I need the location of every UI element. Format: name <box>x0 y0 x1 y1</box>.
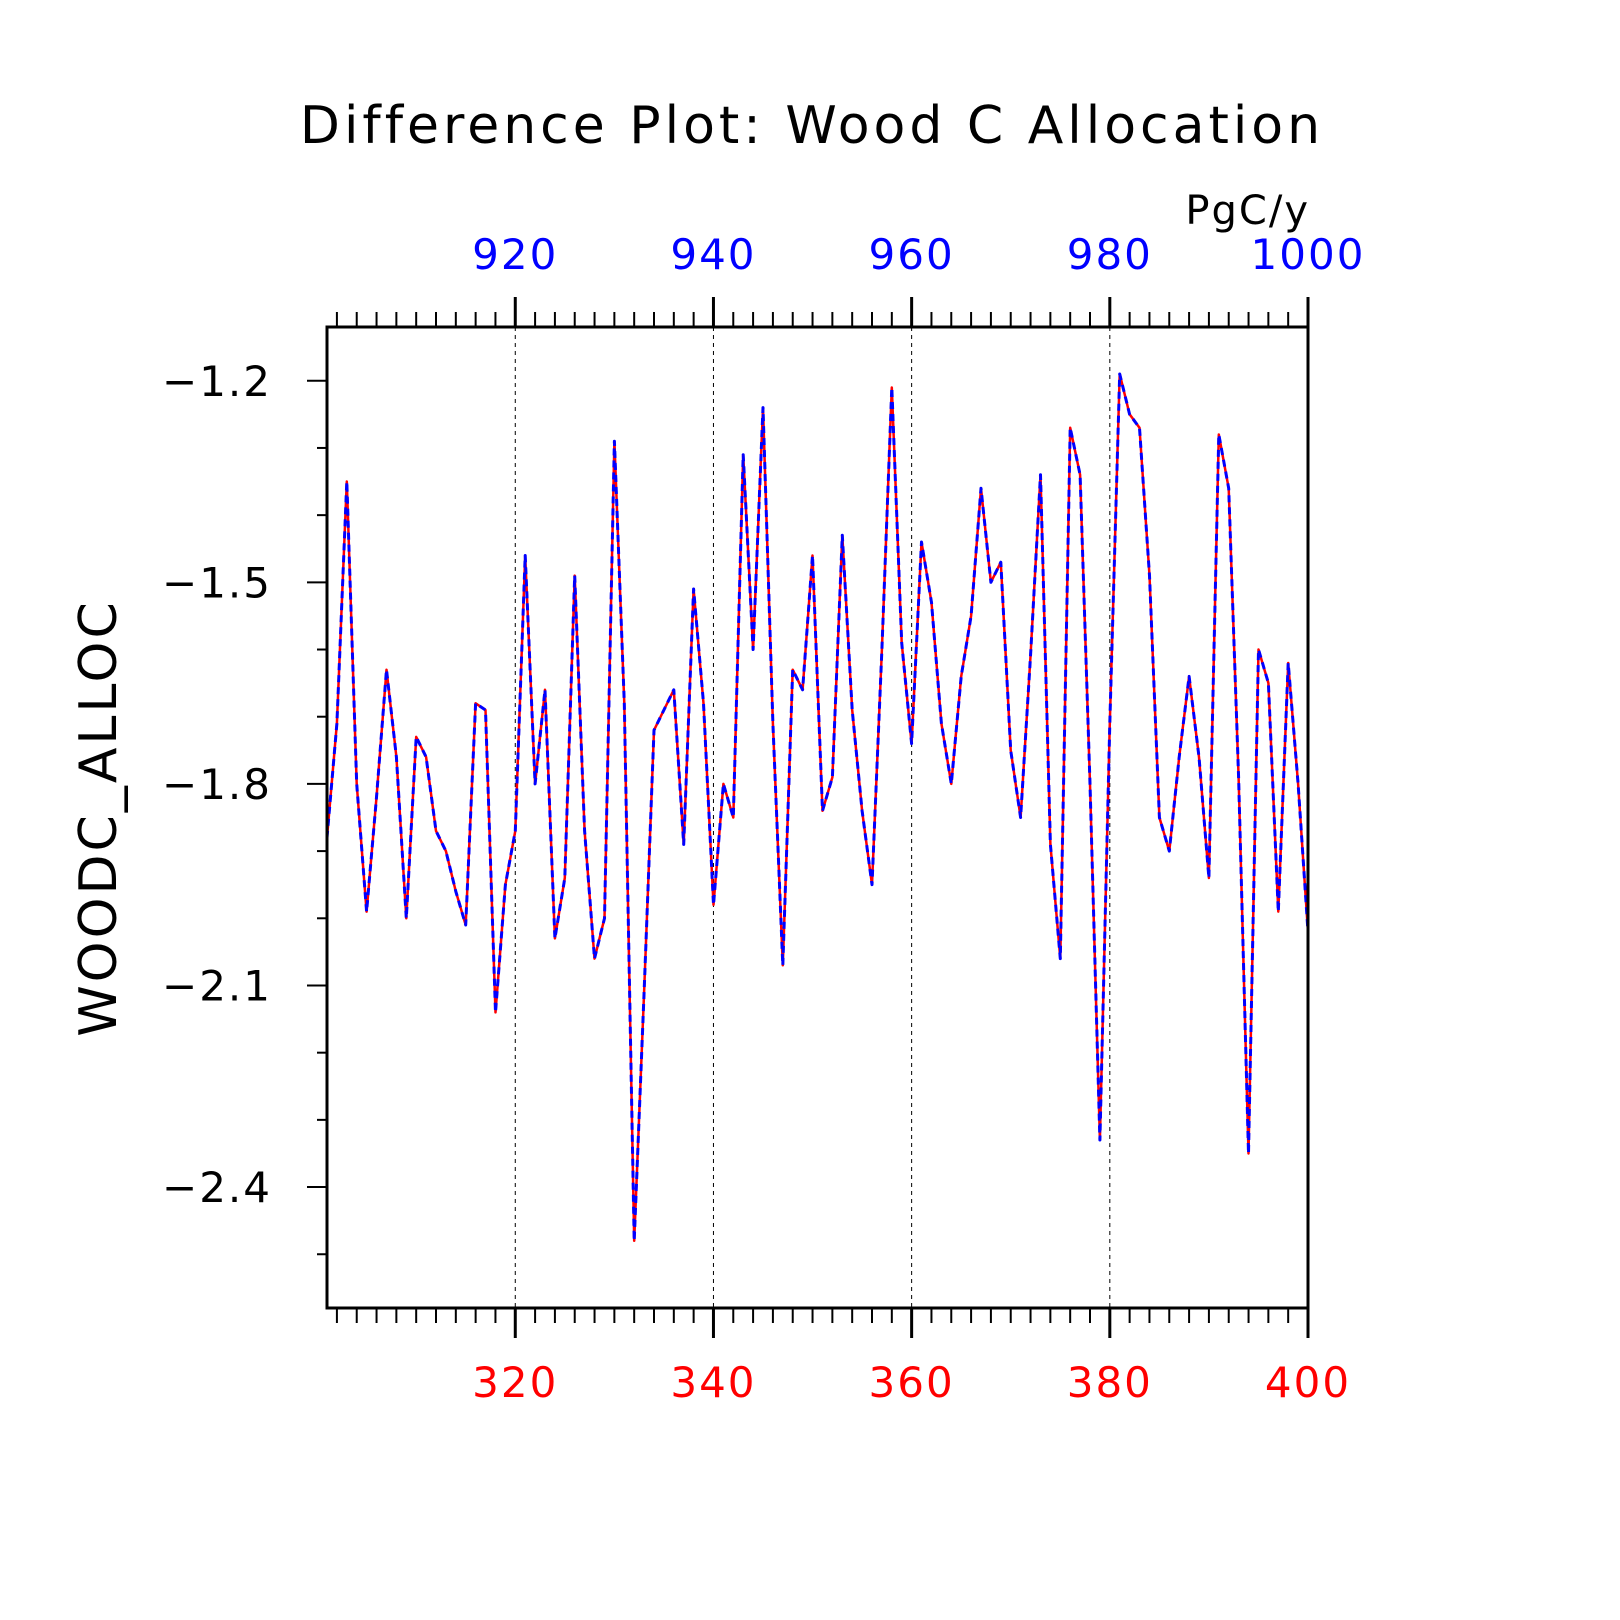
x-top-tick-label: 960 <box>869 230 955 279</box>
y-tick-label: −2.1 <box>162 961 272 1010</box>
chart-title: Difference Plot: Wood C Allocation <box>300 96 1324 156</box>
units-label: PgC/y <box>1185 188 1310 234</box>
x-top-tick-label: 920 <box>472 230 558 279</box>
series-line-bottom-axis <box>325 372 1310 1243</box>
series-lines <box>325 372 1310 1243</box>
x-top-tick-label: 1000 <box>1251 230 1366 279</box>
y-tick-label: −1.8 <box>162 760 272 809</box>
axis-ticks <box>307 297 1310 1338</box>
x-bottom-tick-label: 340 <box>670 1358 756 1407</box>
x-bottom-tick-label: 360 <box>869 1358 955 1407</box>
x-bottom-tick-label: 400 <box>1265 1358 1351 1407</box>
y-axis-label: WOODC_ALLOC <box>69 599 129 1037</box>
y-tick-label: −1.5 <box>162 558 272 607</box>
x-bottom-tick-label: 320 <box>472 1358 558 1407</box>
series-line-top-axis <box>325 372 1310 1243</box>
tick-labels: −1.2 −1.5 −1.8 −2.1 −2.4 320 340 360 380 400 920 94… <box>162 230 1366 1407</box>
y-tick-label: −1.2 <box>162 357 272 406</box>
plot-frame <box>325 325 1310 1310</box>
y-tick-label: −2.4 <box>162 1163 272 1212</box>
x-top-tick-label: 980 <box>1067 230 1153 279</box>
x-bottom-tick-label: 380 <box>1067 1358 1153 1407</box>
x-top-tick-label: 940 <box>670 230 756 279</box>
